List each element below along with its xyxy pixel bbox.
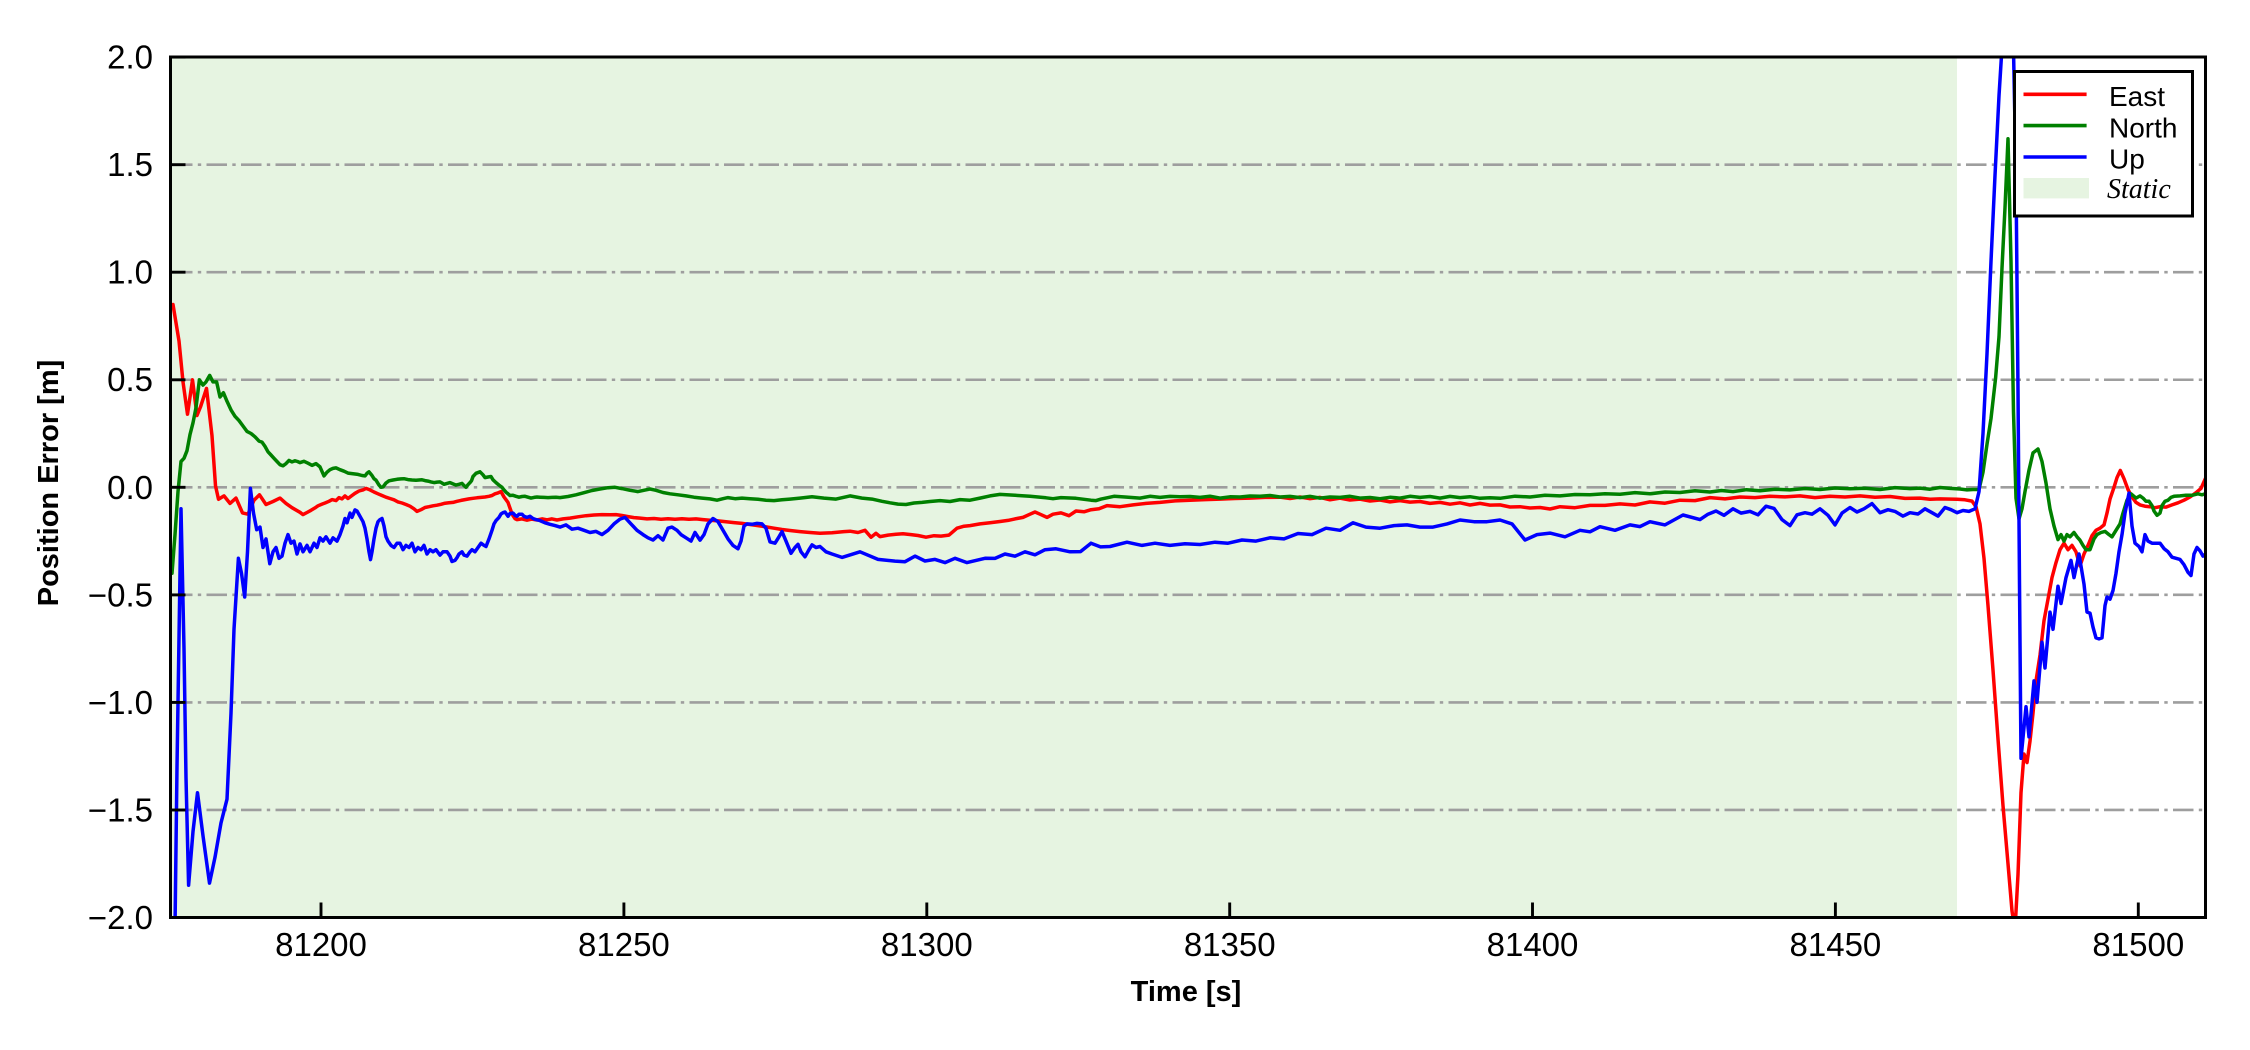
svg-text:81400: 81400 xyxy=(1487,926,1579,963)
svg-text:−2.0: −2.0 xyxy=(88,899,153,936)
svg-text:2.0: 2.0 xyxy=(107,39,153,76)
svg-text:−1.0: −1.0 xyxy=(88,684,153,721)
svg-text:Position Error [m]: Position Error [m] xyxy=(33,360,65,607)
svg-text:East: East xyxy=(2109,81,2165,112)
svg-text:0.0: 0.0 xyxy=(107,469,153,506)
svg-text:Time [s]: Time [s] xyxy=(1131,976,1242,1008)
svg-text:81350: 81350 xyxy=(1184,926,1276,963)
svg-text:−0.5: −0.5 xyxy=(88,576,153,613)
svg-text:0.5: 0.5 xyxy=(107,361,153,398)
svg-text:Up: Up xyxy=(2109,144,2145,175)
svg-text:North: North xyxy=(2109,112,2177,143)
svg-text:1.5: 1.5 xyxy=(107,146,153,183)
svg-text:Static: Static xyxy=(2107,174,2171,205)
svg-text:81450: 81450 xyxy=(1790,926,1882,963)
svg-text:1.0: 1.0 xyxy=(107,254,153,291)
svg-text:81300: 81300 xyxy=(881,926,973,963)
svg-text:81200: 81200 xyxy=(275,926,367,963)
svg-text:81250: 81250 xyxy=(578,926,670,963)
svg-text:81500: 81500 xyxy=(2092,926,2184,963)
svg-text:−1.5: −1.5 xyxy=(88,792,153,829)
